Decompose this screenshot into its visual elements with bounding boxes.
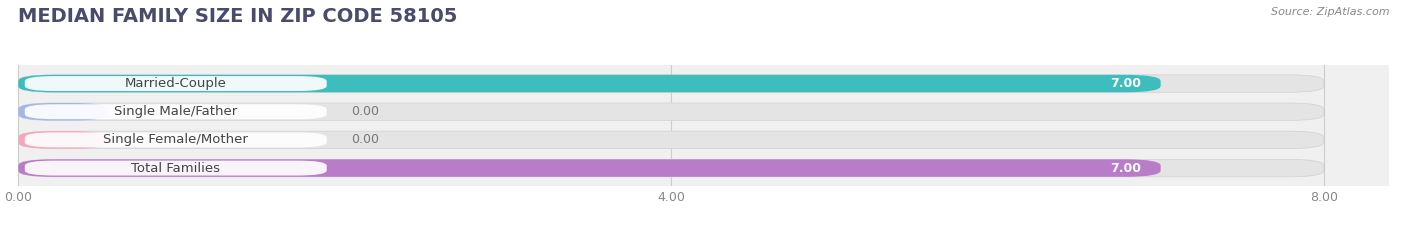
Text: 0.00: 0.00	[352, 134, 380, 146]
FancyBboxPatch shape	[25, 132, 326, 147]
FancyBboxPatch shape	[18, 75, 1161, 92]
FancyBboxPatch shape	[18, 159, 1161, 177]
FancyBboxPatch shape	[18, 103, 108, 120]
Text: MEDIAN FAMILY SIZE IN ZIP CODE 58105: MEDIAN FAMILY SIZE IN ZIP CODE 58105	[18, 7, 458, 26]
Text: Source: ZipAtlas.com: Source: ZipAtlas.com	[1271, 7, 1389, 17]
FancyBboxPatch shape	[25, 76, 326, 91]
FancyBboxPatch shape	[18, 75, 1324, 92]
FancyBboxPatch shape	[18, 159, 1324, 177]
Text: 7.00: 7.00	[1111, 77, 1142, 90]
FancyBboxPatch shape	[25, 161, 326, 175]
FancyBboxPatch shape	[18, 131, 1324, 149]
FancyBboxPatch shape	[25, 104, 326, 119]
Text: Single Female/Mother: Single Female/Mother	[103, 134, 249, 146]
Text: Single Male/Father: Single Male/Father	[114, 105, 238, 118]
Text: Married-Couple: Married-Couple	[125, 77, 226, 90]
FancyBboxPatch shape	[18, 131, 108, 149]
Text: 7.00: 7.00	[1111, 161, 1142, 175]
Text: Total Families: Total Families	[131, 161, 221, 175]
FancyBboxPatch shape	[18, 103, 1324, 120]
Text: 0.00: 0.00	[352, 105, 380, 118]
